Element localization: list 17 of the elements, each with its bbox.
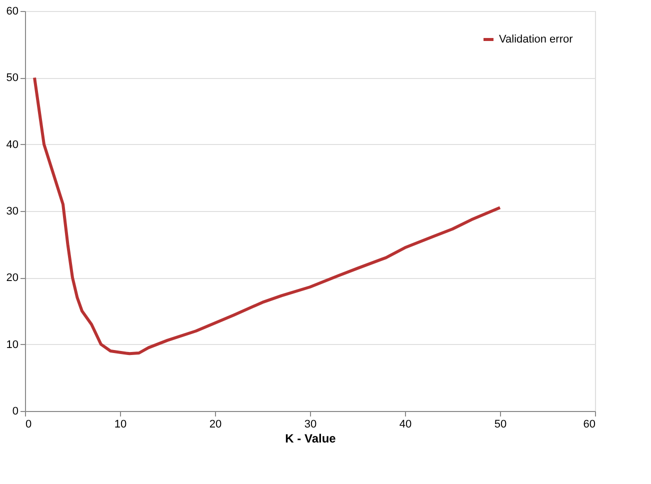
x-tick-label: 10 <box>114 418 127 430</box>
x-tick-label: 40 <box>399 418 412 430</box>
y-tick-label: 50 <box>6 72 18 84</box>
x-axis-title: K - Value <box>285 432 336 446</box>
y-tick-label: 20 <box>6 272 18 284</box>
y-tick-label: 0 <box>12 406 18 418</box>
x-tick-label: 30 <box>304 418 317 430</box>
x-tick-label: 20 <box>209 418 222 430</box>
legend-label: Validation error <box>499 34 574 46</box>
x-tick-label: 60 <box>583 418 596 430</box>
y-tick-label: 40 <box>6 138 18 151</box>
y-tick-label: 10 <box>6 338 18 351</box>
line-series <box>33 76 502 356</box>
y-tick-label: 60 <box>6 6 18 18</box>
x-tick-label: 50 <box>494 418 507 430</box>
y-tick-label: 30 <box>6 206 18 218</box>
x-tick-label: 0 <box>26 418 32 430</box>
